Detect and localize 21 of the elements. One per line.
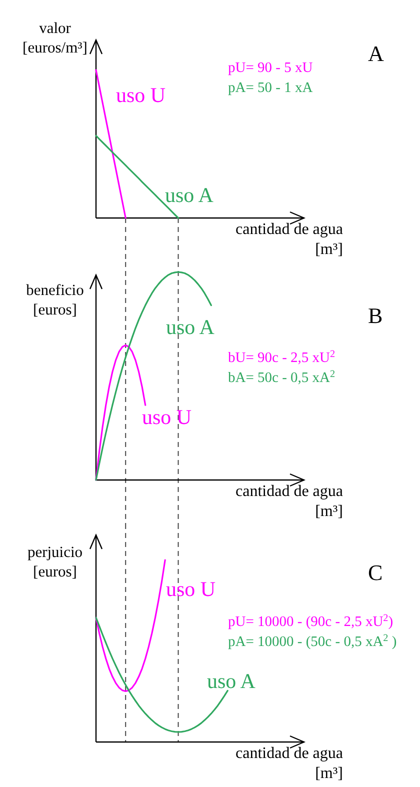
annotation: pA= 50 - 1 xA [228, 80, 314, 96]
series-label: uso U [116, 83, 166, 107]
text: B [368, 303, 383, 328]
y-axis-title: valor [euros/m³] [22, 20, 88, 56]
annotation: bA= 50c - 0,5 xA$^{2}$ [228, 368, 336, 386]
annotation: bU= 90c - 2,5 xU$^{2}$ [228, 348, 336, 366]
series-label: uso U [166, 577, 216, 601]
series-label: uso A [165, 183, 214, 207]
series-label: uso U [142, 405, 192, 429]
annotation: pU= 10000 - (90c - 2,5 xU$^{2}$) [228, 612, 394, 630]
x-axis-title: cantidad de agua [m³] [236, 221, 343, 258]
text: C [368, 560, 383, 585]
y-axis-title: perjuicio [euros] [27, 544, 83, 580]
x-axis-title: cantidad de agua [m³] [236, 483, 343, 520]
text: A [368, 41, 384, 66]
series-label: uso A [207, 669, 256, 693]
annotation: pA= 10000 - (50c - 0,5 xA$^{2}$ ) [228, 632, 397, 650]
annotation: pU= 90 - 5 xU [228, 60, 314, 76]
y-axis-title: beneficio [euros] [26, 282, 84, 318]
x-axis-title: cantidad de agua [m³] [236, 745, 343, 782]
series-label: uso A [166, 315, 216, 339]
